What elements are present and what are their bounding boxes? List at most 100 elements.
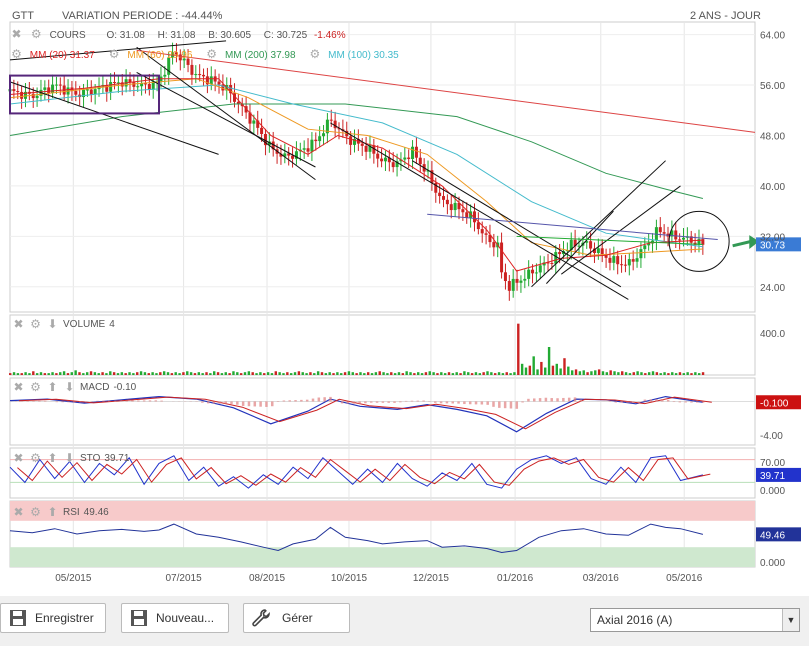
volume-bar	[663, 372, 666, 375]
volume-bar	[282, 373, 285, 375]
macd-histogram-bar	[311, 398, 315, 402]
close-icon[interactable]: ✖	[13, 317, 24, 331]
volume-bar	[47, 373, 50, 375]
gear-icon[interactable]: ⚙	[30, 27, 42, 41]
close-icon[interactable]: ✖	[13, 380, 24, 394]
volume-bar	[509, 373, 512, 375]
arrow-up-icon[interactable]: ⬆	[47, 505, 58, 519]
candle-body	[279, 153, 283, 157]
candle-body	[221, 84, 225, 91]
macd-histogram-bar	[567, 397, 571, 402]
candle-body	[453, 202, 457, 211]
macd-histogram-bar	[329, 396, 332, 402]
volume-bar	[424, 372, 428, 375]
candle-body	[519, 280, 523, 283]
macd-histogram-bar	[154, 400, 158, 402]
candle-body	[93, 89, 97, 95]
candle-body	[511, 278, 515, 291]
close-icon[interactable]: ✖	[13, 505, 24, 519]
candle-body	[658, 227, 662, 233]
legend-change: -1.46%	[313, 30, 346, 41]
volume-bar	[278, 372, 281, 375]
candle-body	[58, 84, 62, 86]
volume-bar	[266, 372, 270, 375]
candle-body	[287, 153, 291, 156]
macd-histogram-bar	[78, 401, 82, 403]
volume-bar	[671, 372, 674, 375]
volume-bar	[420, 373, 424, 375]
volume-bar	[297, 371, 301, 375]
y-tick-label: 32.00	[760, 232, 785, 243]
macd-histogram-bar	[55, 401, 59, 403]
manage-button[interactable]: Gérer	[243, 603, 350, 633]
macd-histogram-bar	[434, 401, 437, 403]
macd-histogram-bar	[701, 401, 705, 403]
candle-body	[260, 127, 264, 135]
gear-icon[interactable]: ⚙	[30, 505, 41, 519]
volume-bar	[386, 373, 389, 375]
arrow-down-icon[interactable]: ⬇	[47, 317, 58, 331]
candle-body	[51, 84, 55, 94]
macd-histogram-bar	[404, 400, 408, 402]
gear-icon[interactable]: ⚙	[11, 47, 22, 61]
volume-bar	[24, 372, 27, 375]
arrow-up-icon[interactable]: ⬆	[47, 380, 58, 394]
close-icon[interactable]: ✖	[11, 27, 22, 41]
gear-icon[interactable]: ⚙	[30, 451, 41, 465]
volume-bar	[505, 372, 508, 375]
candle-body	[35, 95, 39, 99]
candle-body	[263, 134, 267, 146]
volume-bar	[690, 373, 693, 375]
arrow-down-icon[interactable]: ⬇	[64, 380, 75, 394]
volume-bar	[567, 366, 570, 375]
gear-icon[interactable]: ⚙	[108, 47, 120, 61]
trend-line	[136, 71, 316, 168]
chart-select-value: Axial 2016 (A)	[597, 613, 673, 627]
gear-icon[interactable]: ⚙	[309, 47, 321, 61]
volume-bar	[478, 373, 481, 375]
candle-body	[318, 136, 322, 142]
candle-body	[74, 91, 78, 95]
candle-body	[445, 199, 449, 205]
volume-bar	[85, 372, 89, 375]
gear-icon[interactable]: ⚙	[30, 317, 41, 331]
new-button[interactable]: Nouveau...	[121, 603, 229, 633]
volume-bar	[128, 372, 131, 375]
macd-histogram-bar	[364, 401, 367, 404]
candle-body	[333, 120, 337, 129]
x-tick-label: 07/2015	[166, 573, 203, 584]
macd-histogram-bar	[352, 401, 356, 404]
candle-body	[271, 141, 275, 150]
macd-histogram-bar	[241, 401, 245, 406]
volume-bar	[536, 369, 539, 375]
period-label[interactable]: 2 ANS - JOUR	[690, 10, 761, 22]
volume-bar	[59, 372, 62, 375]
volume-bar	[655, 372, 659, 375]
candle-body	[190, 64, 194, 75]
save-button[interactable]: Enregistrer	[0, 603, 106, 633]
candle-body	[438, 192, 442, 197]
volume-bar	[205, 372, 208, 375]
volume-bar	[382, 372, 385, 375]
close-icon[interactable]: ✖	[13, 451, 24, 465]
volume-bar	[678, 372, 682, 375]
macd-histogram-bar	[643, 399, 647, 402]
macd-histogram-bar	[521, 401, 524, 403]
volume-bar	[178, 373, 181, 375]
chart-select[interactable]: Axial 2016 (A) ▼	[590, 608, 800, 632]
candle-body	[217, 81, 221, 85]
macd-histogram-bar	[538, 398, 542, 402]
macd-histogram-bar	[119, 400, 123, 402]
macd-histogram-bar	[73, 401, 76, 403]
legend-mm60: MM (60) 29.96	[127, 50, 193, 61]
chart-canvas: 30.73 -0.100 39.71 49.46 05/2015 07/2015 0…	[8, 21, 801, 584]
volume-bar	[605, 372, 609, 375]
arrow-up-icon[interactable]: ⬆	[47, 451, 58, 465]
volume-bar	[197, 372, 201, 375]
gear-icon[interactable]: ⚙	[30, 380, 41, 394]
arrow-down-icon[interactable]: ⬇	[64, 451, 75, 465]
candle-body	[186, 58, 190, 65]
volume-bar	[336, 372, 339, 375]
volume-bar	[647, 372, 651, 375]
gear-icon[interactable]: ⚙	[206, 47, 218, 61]
